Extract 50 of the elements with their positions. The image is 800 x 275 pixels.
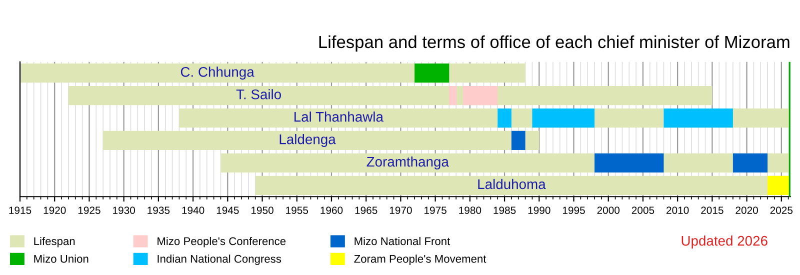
- x-tick-label: 1980: [459, 206, 482, 214]
- x-tick-label: 1960: [320, 206, 343, 214]
- legend-label: Mizo People's Conference: [158, 236, 286, 248]
- x-tick-label: 1975: [424, 206, 446, 214]
- x-tick-label: 1970: [390, 206, 412, 214]
- chart-title: Lifespan and terms of office of each chief minister of Mizoram: [319, 35, 790, 52]
- y-tick-label: Laldenga: [280, 134, 336, 147]
- bar: [664, 108, 733, 128]
- x-tick-label: 1990: [528, 206, 550, 214]
- x-tick-label: 1935: [148, 206, 170, 214]
- legend-label: Zoram People's Movement: [354, 254, 486, 265]
- bar: [20, 64, 526, 83]
- bar: [449, 86, 457, 106]
- legend-label: Lifespan: [34, 236, 75, 248]
- x-tick-label: 1985: [494, 206, 516, 214]
- x-tick-label: 1955: [286, 206, 308, 214]
- y-tick-label: C. Chhunga: [180, 66, 254, 80]
- x-tick-label: 2005: [632, 206, 654, 214]
- x-tick-label: 1945: [216, 206, 239, 214]
- bar: [462, 86, 498, 106]
- x-tick-label: 2010: [666, 206, 689, 214]
- x-tick-label: 1930: [113, 206, 136, 214]
- x-tick-label: 1925: [78, 206, 100, 214]
- bar: [532, 108, 595, 128]
- bar: [498, 108, 512, 128]
- legend-label: Indian National Congress: [158, 254, 282, 265]
- y-tick-label: Lalduhoma: [478, 178, 546, 190]
- x-tick-label: 2020: [736, 206, 758, 214]
- x-tick-label: 1950: [251, 206, 274, 214]
- bar: [511, 130, 526, 150]
- legend-label: Mizo Union: [34, 254, 88, 263]
- bar: [103, 130, 540, 150]
- bar: [732, 153, 768, 172]
- x-tick-label: 2025: [770, 206, 793, 214]
- y-tick-label: Lal Thanhawla: [294, 112, 384, 122]
- text: Updated 2026: [682, 236, 768, 248]
- legend-label: Mizo National Front: [354, 236, 450, 246]
- bar: [68, 86, 712, 106]
- x-tick-label: 1920: [44, 206, 66, 214]
- bar: [594, 153, 664, 172]
- x-tick-label: 1915: [9, 206, 32, 214]
- x-tick-label: 2015: [701, 206, 724, 214]
- bar: [414, 64, 450, 83]
- y-tick-label: Zoramthanga: [366, 156, 449, 170]
- x-tick-label: 1940: [182, 206, 204, 214]
- x-tick-label: 1965: [355, 206, 378, 214]
- y-tick-label: T. Sailo: [236, 89, 281, 100]
- bar: [768, 176, 790, 195]
- x-tick-label: 1995: [562, 206, 585, 214]
- x-tick-label: 2000: [597, 206, 620, 214]
